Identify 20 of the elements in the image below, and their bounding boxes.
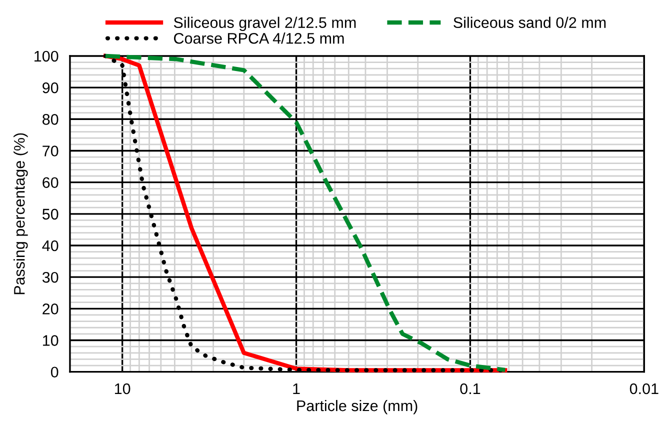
y-tick-label: 30 (42, 272, 58, 283)
y-tick-label: 0 (50, 366, 58, 378)
legend-label: Siliceous gravel 2/12.5 mm (174, 16, 356, 32)
x-tick-label: 10 (114, 383, 130, 394)
y-axis-title: Passing percentage (%) (14, 133, 28, 294)
y-tick-label: 60 (42, 177, 58, 188)
y-tick-label: 10 (43, 335, 58, 346)
y-tick-label: 50 (42, 208, 58, 220)
legend-label: Coarse RPCA 4/12.5 mm (174, 32, 344, 44)
y-tick-label: 80 (42, 114, 58, 125)
y-tick-label: 40 (42, 240, 58, 252)
x-axis-title: Particle size (mm) (297, 400, 418, 414)
y-tick-label: 100 (34, 50, 58, 62)
y-tick-label: 90 (42, 82, 58, 94)
legend-label: Siliceous sand 0/2 mm (454, 16, 606, 28)
x-tick-label: 1 (293, 384, 300, 394)
x-tick-label: 0.1 (460, 383, 480, 394)
y-tick-label: 20 (42, 304, 58, 314)
x-tick-label: 0.01 (630, 383, 658, 394)
y-tick-label: 70 (42, 146, 58, 156)
